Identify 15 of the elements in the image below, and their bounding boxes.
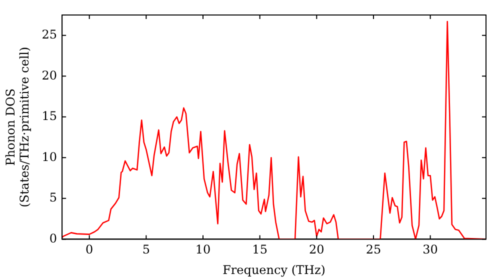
y-tick-label: 10 [42,150,58,164]
x-tick-label: 15 [252,242,268,257]
x-tick-label: 20 [309,242,324,257]
y-tick-label: 0 [49,231,58,246]
x-tick-label: 25 [366,242,382,257]
y-tick-label: 5 [49,190,58,205]
y-tick-label: 25 [42,28,58,42]
x-tick-label: 0 [86,242,94,257]
y-tick-label: 20 [42,68,58,82]
x-tick-label: 30 [422,242,438,257]
x-axis-title: Frequency (THz) [222,262,326,277]
x-tick-label: 10 [195,242,211,257]
x-tick-label: 5 [142,242,150,257]
y-tick-label: 15 [42,109,58,124]
y-axis-title: Phonon DOS (States/THz·primitive cell) [3,46,32,208]
